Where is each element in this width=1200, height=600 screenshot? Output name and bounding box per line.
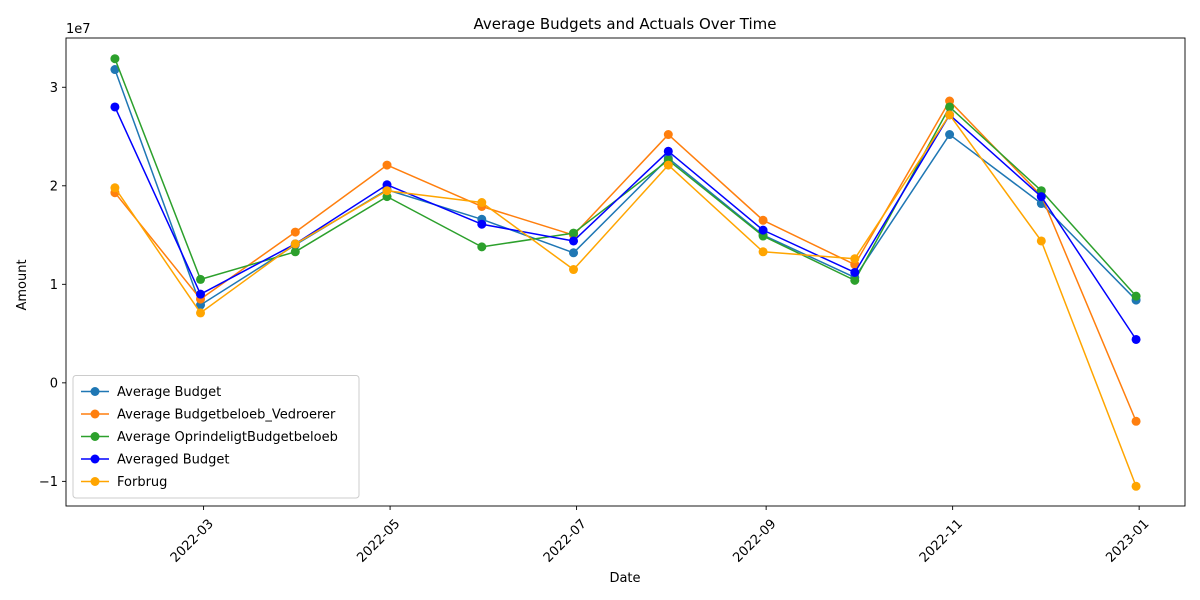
y-axis: −1 0 1 2 3: [39, 81, 66, 490]
x-axis-label: Date: [609, 571, 640, 586]
data-point: [569, 265, 579, 275]
plot-area: [65, 37, 1186, 507]
series-line: [114, 69, 1137, 306]
y-tick-label: 2: [50, 179, 58, 194]
x-tick-label: 2023-01: [1103, 517, 1152, 566]
data-point: [477, 219, 487, 229]
y-offset-label: 1e7: [66, 22, 91, 37]
data-point: [569, 236, 579, 246]
data-point: [850, 275, 860, 285]
legend-item: Average Budgetbeloeb_Vedroerer: [81, 408, 336, 423]
data-point: [758, 215, 768, 225]
data-point: [663, 130, 673, 140]
data-point: [196, 274, 206, 284]
data-point: [758, 225, 768, 235]
data-point: [290, 247, 300, 257]
data-point: [196, 289, 206, 299]
data-point: [196, 308, 206, 318]
legend-marker: [90, 454, 100, 464]
data-point: [945, 130, 955, 140]
legend-label: Averaged Budget: [117, 453, 230, 468]
data-point: [382, 186, 392, 196]
x-tick-label: 2022-03: [168, 517, 217, 566]
legend-item: Forbrug: [81, 475, 167, 490]
data-point: [569, 248, 579, 258]
legend-item: Average Budget: [81, 385, 221, 400]
data-point: [110, 65, 120, 75]
data-point: [945, 102, 955, 112]
data-point: [110, 183, 120, 193]
legend-label: Average Budget: [117, 385, 221, 400]
y-tick-label: 1: [50, 278, 58, 293]
legend-box: [72, 375, 360, 499]
data-point: [1131, 334, 1141, 344]
data-point: [110, 102, 120, 112]
y-tick-label: −1: [39, 475, 58, 490]
y-tick-label: 3: [50, 81, 58, 96]
y-axis-label: Amount: [15, 259, 30, 310]
data-point: [945, 110, 955, 120]
data-point: [477, 198, 487, 208]
legend-item: Average OprindeligtBudgetbeloeb: [81, 430, 338, 445]
data-point: [382, 160, 392, 170]
data-point: [290, 239, 300, 249]
data-point: [850, 254, 860, 264]
legend-marker: [90, 477, 100, 486]
series-line: [114, 106, 1137, 340]
x-tick-label: 2022-09: [730, 517, 779, 566]
data-point: [850, 267, 860, 277]
x-tick-label: 2022-05: [354, 517, 403, 566]
data-point: [758, 247, 768, 257]
series-line: [114, 58, 1137, 297]
legend-marker: [90, 387, 100, 396]
data-point: [1131, 291, 1141, 301]
legend-label: Forbrug: [117, 475, 167, 490]
chart-title: Average Budgets and Actuals Over Time: [473, 15, 776, 33]
data-point: [1131, 481, 1141, 491]
data-point: [569, 228, 579, 238]
series-4: [110, 110, 1141, 491]
legend-marker: [90, 409, 100, 419]
series-0: [110, 65, 1141, 310]
data-point: [110, 54, 120, 64]
legend-item: Averaged Budget: [81, 453, 230, 468]
axes-frame: [65, 37, 1186, 507]
data-point: [290, 227, 300, 237]
legend: Average Budget Average Budgetbeloeb_Vedro…: [72, 375, 360, 499]
legend-label: Average OprindeligtBudgetbeloeb: [117, 430, 338, 445]
data-point: [663, 160, 673, 170]
series-line: [114, 100, 1137, 422]
data-point: [477, 242, 487, 252]
x-tick-label: 2022-07: [541, 517, 590, 566]
legend-label: Average Budgetbeloeb_Vedroerer: [117, 408, 336, 423]
data-point: [1131, 416, 1141, 426]
data-point: [1036, 192, 1046, 202]
data-point: [1036, 236, 1046, 246]
legend-marker: [90, 432, 100, 441]
y-tick-label: 0: [50, 376, 58, 391]
x-axis: 2022-03 2022-05 2022-07 2022-09 2022-11 2023-…: [168, 506, 1152, 566]
data-point: [663, 146, 673, 156]
series-line: [114, 114, 1137, 487]
x-tick-label: 2022-11: [917, 517, 966, 566]
